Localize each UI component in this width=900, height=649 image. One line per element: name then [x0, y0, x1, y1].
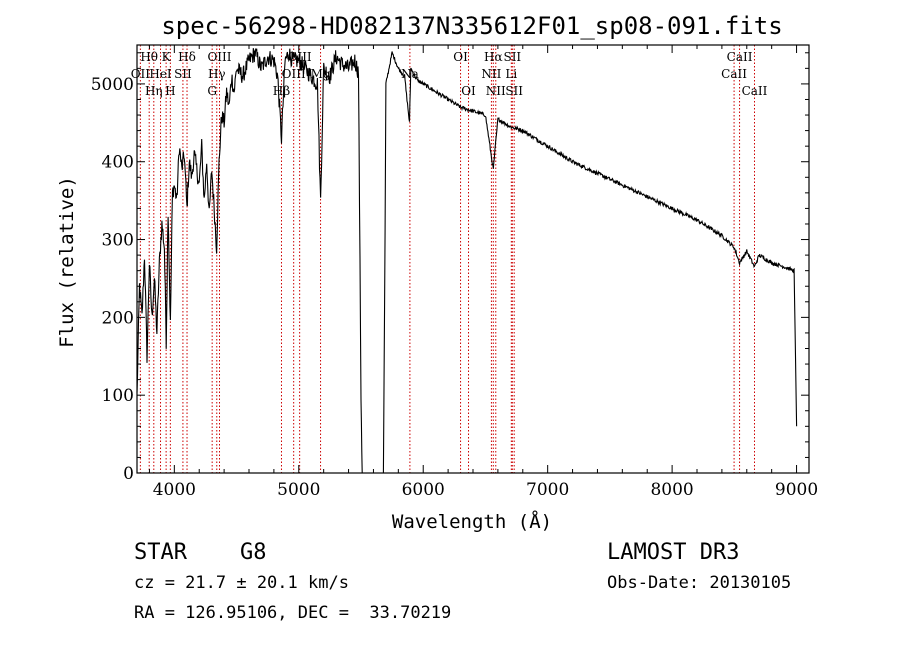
- chart-title: spec-56298-HD082137N335612F01_sp08-091.f…: [161, 12, 782, 40]
- spectral-line-markers: [139, 45, 755, 473]
- x-axis-label: Wavelength (Å): [392, 510, 552, 533]
- y-tick-label: 200: [102, 308, 134, 328]
- observation-date: Obs-Date: 20130105: [607, 573, 792, 593]
- y-tick-label: 5000: [91, 75, 134, 95]
- line-label: K: [162, 50, 172, 64]
- line-label: CaII: [742, 84, 768, 98]
- y-axis-ticks: 0 100 200 300 400 5000: [91, 52, 809, 484]
- line-label: OIII: [288, 50, 312, 64]
- line-label: H: [165, 84, 175, 98]
- line-label: Hα: [484, 50, 503, 64]
- x-tick-label: 5000: [277, 480, 320, 500]
- line-label: CaII: [721, 67, 747, 81]
- x-tick-label: 7000: [526, 480, 569, 500]
- line-label: Hβ: [273, 84, 290, 98]
- line-label: SII: [503, 50, 521, 64]
- plot-frame: [136, 44, 810, 474]
- object-class: STAR: [134, 540, 187, 565]
- spectrum-series: [136, 48, 798, 474]
- line-label: Hδ: [178, 50, 196, 64]
- line-label: CaII: [727, 50, 753, 64]
- line-label: Hη: [145, 84, 163, 98]
- line-label: OI: [453, 50, 468, 64]
- line-label: SII: [174, 67, 192, 81]
- y-tick-label: 0: [123, 464, 134, 484]
- line-label: HeI: [149, 67, 172, 81]
- y-tick-label: 100: [102, 386, 134, 406]
- y-tick-label: 400: [102, 153, 134, 173]
- line-label: NII: [481, 67, 501, 81]
- line-label: G: [207, 84, 217, 98]
- line-label: OII: [131, 67, 151, 81]
- x-tick-label: 6000: [402, 480, 445, 500]
- x-axis-ticks: 4000 5000 6000 7000 8000 9000: [148, 45, 818, 500]
- coordinates: RA = 126.95106, DEC = 33.70219: [134, 603, 452, 623]
- line-label: Na: [401, 67, 419, 81]
- line-label: Hγ: [208, 67, 226, 81]
- line-label: OIII: [207, 50, 231, 64]
- x-tick-label: 8000: [650, 480, 693, 500]
- line-label: SII: [505, 84, 523, 98]
- line-label: Hθ: [140, 50, 158, 64]
- line-label: OIII: [282, 67, 306, 81]
- x-tick-label: 9000: [775, 480, 818, 500]
- object-subclass: G8: [240, 540, 267, 565]
- x-tick-label: 4000: [153, 480, 196, 500]
- redshift-velocity: cz = 21.7 ± 20.1 km/s: [134, 573, 349, 593]
- line-label: Mg: [311, 67, 331, 81]
- y-tick-label: 300: [102, 231, 134, 251]
- line-label: NII: [486, 84, 506, 98]
- y-axis-label: Flux (relative): [56, 176, 78, 348]
- survey-name: LAMOST DR3: [607, 540, 740, 565]
- line-label: OI: [461, 84, 476, 98]
- line-label: Li: [505, 67, 517, 81]
- spectrum-line: [136, 48, 798, 474]
